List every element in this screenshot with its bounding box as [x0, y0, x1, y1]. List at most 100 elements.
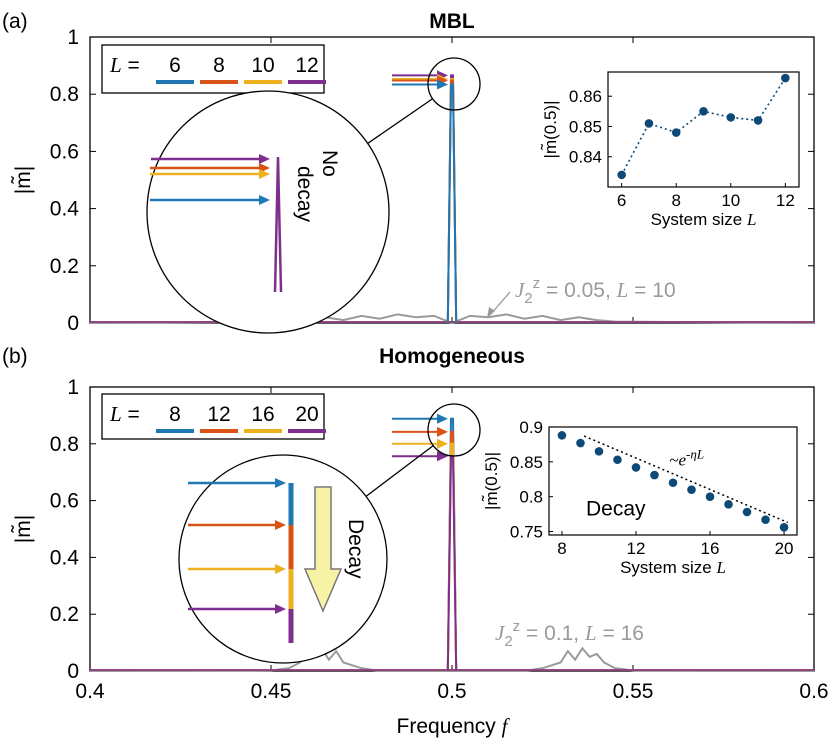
y-tick-label: 0.2: [50, 255, 79, 278]
inset-data-point: [594, 447, 604, 456]
magnified-arrow-head: [259, 195, 270, 205]
magnified-view: [146, 90, 390, 334]
legend-prefix-L: L: [109, 402, 122, 426]
y-tick-label: 0.6: [50, 490, 79, 513]
panel-title: MBL: [429, 10, 475, 33]
inset-x-tick-label: 12: [776, 191, 795, 210]
y-tick-label: 0.4: [50, 546, 80, 569]
inset-data-point: [650, 470, 659, 480]
annotation-no-decay: No: [318, 150, 341, 177]
inset-y-tick-label: 0.75: [510, 523, 543, 542]
reference-label-sub: 2: [524, 290, 532, 307]
legend-entry-label: 8: [213, 54, 225, 77]
annotation-no-decay-2: decay: [293, 166, 316, 223]
inset-x-label: System size L: [620, 558, 726, 577]
reference-label-mid: = 0.1,: [520, 622, 585, 645]
inset-data-point: [724, 500, 733, 509]
legend-entry-label: 16: [251, 403, 274, 426]
panel-label: (b): [2, 345, 28, 368]
legend-prefix-eq: =: [122, 403, 140, 426]
inset-annotation: Decay: [586, 497, 646, 520]
magnified-arrow-head: [275, 604, 286, 614]
legend-entry-label: 10: [251, 54, 274, 77]
y-tick-label: 0: [67, 312, 79, 335]
legend-entry-label: 20: [295, 403, 318, 426]
y-tick-label: 0.8: [50, 433, 79, 456]
zoom-circle: [427, 403, 481, 457]
peak-arrow-head: [437, 426, 448, 437]
legend-prefix-eq: =: [122, 54, 140, 77]
y-tick-label: 0.8: [50, 83, 79, 106]
inset-y-tick-label: 0.85: [569, 117, 602, 136]
reference-label-sub: 2: [504, 633, 512, 650]
reference-label-end: = 16: [597, 622, 644, 645]
inset-x-label-symbol: L: [746, 210, 756, 229]
reference-label-end: = 10: [628, 279, 675, 302]
y-tick-label: 0: [67, 660, 79, 683]
inset-fit-label-base: ~e: [669, 450, 686, 469]
inset-x-label-text: System size: [651, 210, 747, 229]
panel-label: (a): [2, 10, 28, 33]
reference-label-j: J: [515, 278, 526, 302]
x-tick-label: 0.6: [799, 680, 828, 703]
reference-label-l: L: [616, 278, 629, 302]
inset-fit-line: [583, 435, 789, 524]
peak-arrow-head: [437, 413, 448, 424]
inset-data-point: [557, 431, 567, 440]
inset-x-tick-label: 10: [721, 191, 740, 210]
magnified-view: [178, 454, 388, 664]
inset-fit-label: ~e-ηL: [669, 446, 704, 469]
inset-data-point: [726, 113, 736, 122]
legend-prefix-L: L: [109, 53, 122, 77]
reference-series-line: [89, 313, 815, 325]
magnified-arrow-head: [275, 478, 286, 488]
panel-title: Homogeneous: [379, 345, 525, 368]
magnified-peak: [273, 156, 283, 293]
inset-y-tick-label: 0.84: [569, 148, 602, 167]
decay-arrow-icon: [303, 486, 343, 613]
inset-x-tick-label: 6: [617, 191, 626, 210]
y-axis-label: |m̃|: [12, 166, 35, 194]
inset-data-point: [687, 485, 696, 495]
zoom-connector: [365, 445, 434, 497]
x-tick-label: 0.5: [437, 680, 466, 703]
magnified-arrow-head: [275, 564, 286, 574]
legend-prefix: L =: [109, 402, 140, 426]
inset-data-point: [668, 478, 678, 488]
inset-y-tick-label: 0.8: [519, 488, 543, 507]
inset-data-point: [781, 73, 790, 83]
reference-label: J2z = 0.05, L = 10: [515, 275, 676, 307]
inset-data-point: [705, 492, 715, 501]
inset-data-point: [631, 463, 641, 472]
magnified-arrow-head: [259, 154, 270, 164]
zoom-circle: [427, 57, 481, 111]
reference-label-l: L: [584, 621, 597, 645]
inset-data-point: [742, 507, 752, 517]
zoom-connector: [367, 98, 433, 144]
inset-chart: 6 8 10 12 0.84 0.85 0.86 System size L |m̃(0.5)|: [540, 71, 800, 229]
y-tick-label: 0.2: [50, 603, 79, 626]
legend-entry-label: 6: [169, 54, 181, 77]
panel-b: (b) Homogeneous 0.4 0.45 0.5 0.55 0.6 0 0.2 0.4 0.…: [2, 345, 829, 738]
x-axis-label: Frequency f: [397, 714, 511, 738]
magnified-arrow-head: [275, 520, 286, 530]
reference-label-sup: z: [533, 275, 541, 292]
inset-data-point: [613, 455, 622, 465]
inset-x-tick-label: 8: [557, 539, 566, 558]
peak-arrow-head: [437, 438, 448, 449]
series-peak-6: [446, 83, 458, 324]
inset-x-tick-label: 16: [701, 539, 720, 558]
reference-pointer-head: [487, 307, 495, 318]
inset-data-point: [617, 170, 626, 180]
inset-x-label: System size L: [651, 210, 757, 229]
series-peak-20: [446, 455, 458, 672]
inset-x-tick-label: 8: [671, 191, 680, 210]
y-axis-label: |m̃|: [12, 515, 35, 543]
reference-label-sup: z: [513, 618, 521, 635]
legend-entry-label: 12: [295, 54, 318, 77]
inset-y-label: |m̃(0.5)|: [481, 452, 501, 510]
reference-label-j: J: [495, 621, 506, 645]
x-axis-label-symbol: f: [502, 714, 511, 738]
inset-x-label-text: System size: [620, 558, 716, 577]
